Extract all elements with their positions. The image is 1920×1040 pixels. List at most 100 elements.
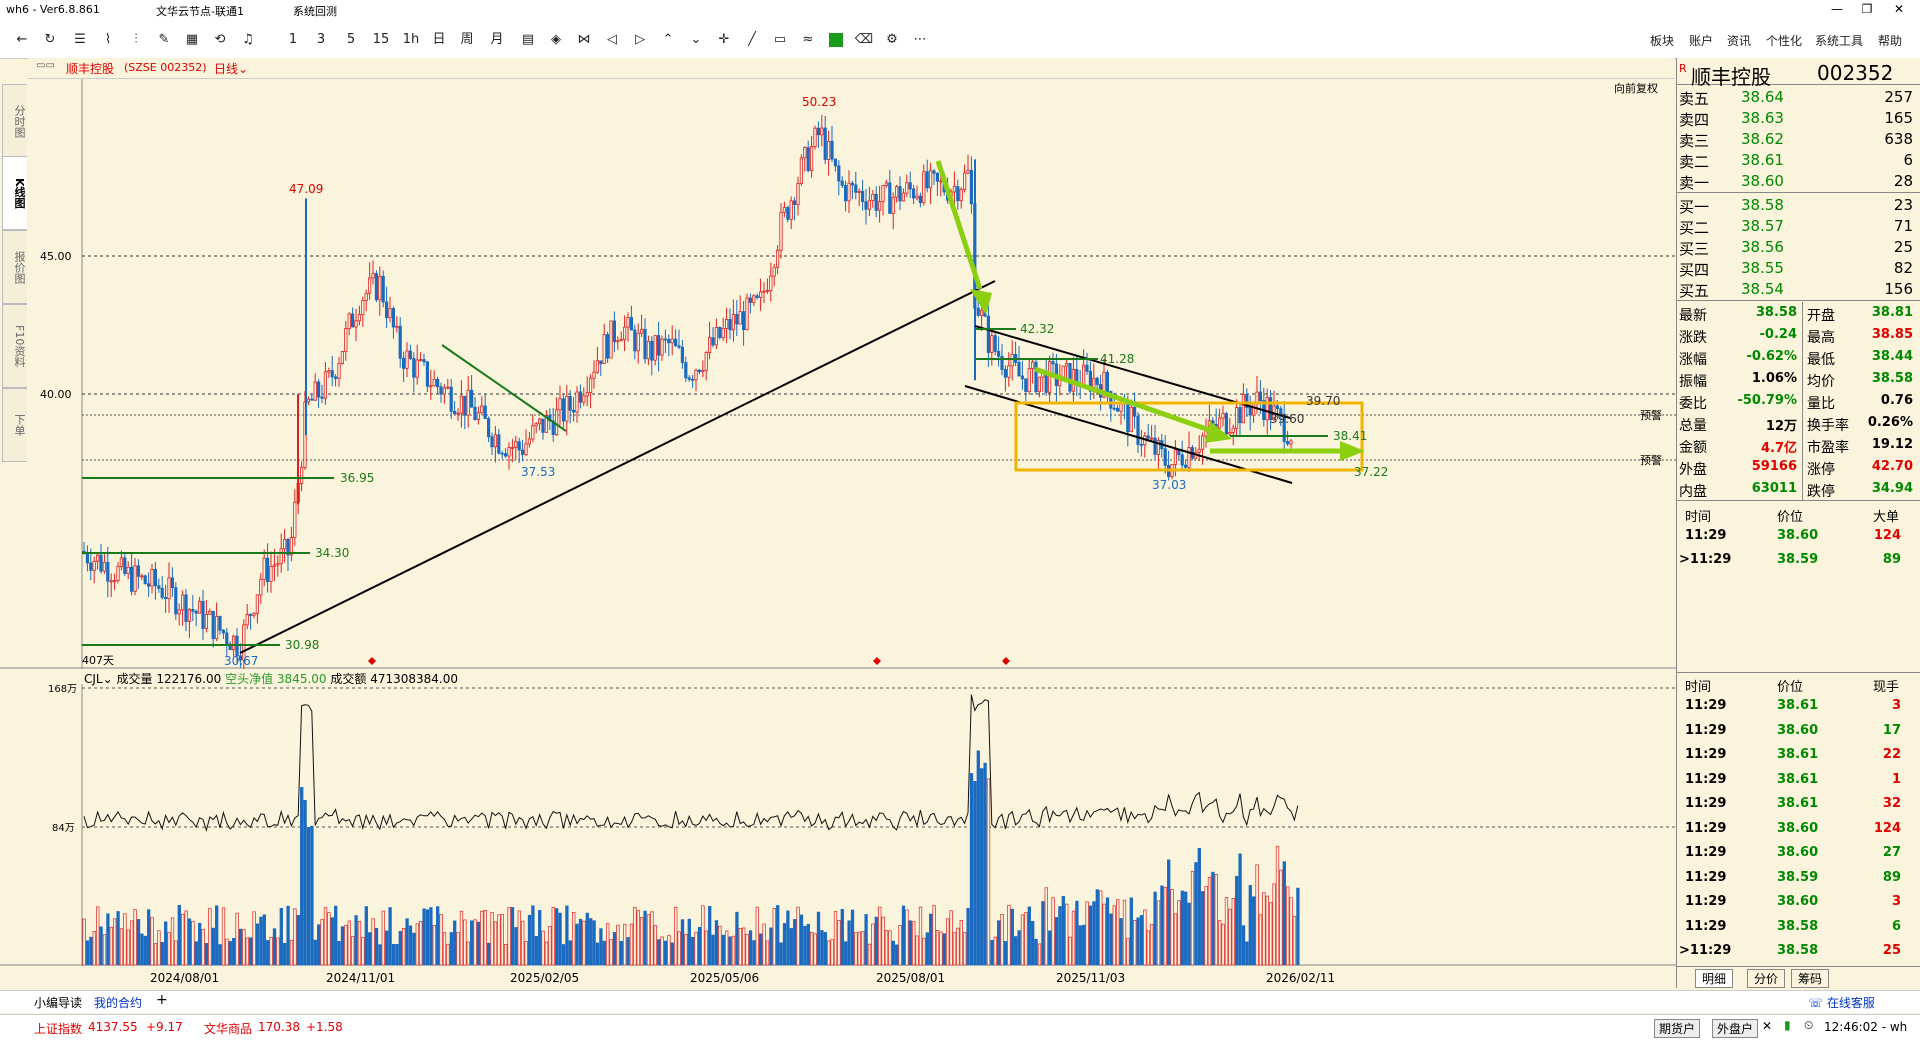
book-row[interactable]: 卖四 38.63 165 <box>1677 107 1920 129</box>
trade-row[interactable]: 11:29 38.60 17 <box>1677 719 1920 743</box>
trade-price: 38.59 <box>1777 869 1819 885</box>
draw-icon[interactable]: ✎ <box>158 32 170 47</box>
outer-account-button[interactable]: 外盘户 <box>1712 1019 1759 1038</box>
book-row[interactable]: 买四 38.55 82 <box>1677 257 1920 279</box>
right-arrow-icon[interactable]: ▷ <box>635 32 645 47</box>
tab-order[interactable]: 下单 <box>2 388 27 462</box>
kline-icon[interactable]: ⫶ <box>134 32 138 47</box>
server-node[interactable]: 文华云节点-联通1 <box>156 5 244 18</box>
bell-icon[interactable]: ♫ <box>242 32 254 47</box>
book-label: 买四 <box>1679 261 1710 279</box>
trade-row[interactable]: >11:29 38.58 25 <box>1677 939 1920 963</box>
eraser-icon[interactable]: ⌫ <box>854 32 874 47</box>
volume-chart[interactable]: 168万 84万 <box>0 684 1676 966</box>
table-icon[interactable]: ▦ <box>185 32 199 47</box>
menu-sector[interactable]: 板块 <box>1650 34 1675 48</box>
period-week[interactable]: 周 <box>460 32 474 47</box>
candle-body <box>714 326 719 346</box>
color-tool-icon[interactable] <box>826 30 846 50</box>
my-contract-tab[interactable]: 我的合约 <box>94 996 143 1010</box>
period-month[interactable]: 月 <box>490 32 504 47</box>
period-select[interactable]: 日线⌄ <box>214 60 248 77</box>
book-row[interactable]: 卖一 38.60 28 <box>1677 170 1920 192</box>
trade-row[interactable]: 11:29 38.60 27 <box>1677 841 1920 865</box>
book-row[interactable]: 卖二 38.61 6 <box>1677 149 1920 171</box>
close-button[interactable]: ✕ <box>1893 2 1905 16</box>
tab-quote[interactable]: 报价图 <box>2 230 27 304</box>
menu-help[interactable]: 帮助 <box>1878 34 1903 48</box>
line-chart-icon[interactable]: ⌇ <box>104 32 112 47</box>
online-service-link[interactable]: ☏ 在线客服 <box>1808 994 1875 1011</box>
add-tab-button[interactable]: + <box>156 992 168 1008</box>
menu-news[interactable]: 资讯 <box>1727 34 1752 48</box>
tab-detail[interactable]: 明细 <box>1695 969 1734 988</box>
index1-name[interactable]: 上证指数 <box>34 1022 83 1036</box>
menu-system-tools[interactable]: 系统工具 <box>1815 34 1864 48</box>
left-arrow-icon[interactable]: ◁ <box>607 32 617 47</box>
tab-chips[interactable]: 筹码 <box>1791 969 1830 988</box>
sync-icon[interactable]: ⟲ <box>214 32 226 47</box>
book-row[interactable]: 买三 38.56 25 <box>1677 236 1920 258</box>
menu-account[interactable]: 账户 <box>1689 34 1714 48</box>
tab-timeshare[interactable]: 分时图 <box>2 84 27 158</box>
back-icon[interactable]: ← <box>16 32 28 47</box>
period-3[interactable]: 3 <box>316 32 326 47</box>
line-tool-icon[interactable]: ╱ <box>748 32 756 47</box>
tab-price-dist[interactable]: 分价 <box>1747 969 1786 988</box>
candle-body <box>211 610 215 640</box>
tab-kline[interactable]: K线图 <box>2 156 27 230</box>
calendar-icon[interactable]: ▤ <box>521 32 535 47</box>
book-row[interactable]: 买一 38.58 23 <box>1677 194 1920 216</box>
menu-personalize[interactable]: 个性化 <box>1766 34 1803 48</box>
book-row[interactable]: 卖五 38.64 257 <box>1677 86 1920 108</box>
volume-bar <box>82 918 86 966</box>
index2-name[interactable]: 文华商品 <box>204 1022 253 1036</box>
up-icon[interactable]: ⌃ <box>662 32 674 47</box>
tick-list[interactable]: 11:29 38.61 3 11:29 38.60 17 11:29 38.61 22 11:29… <box>1677 694 1920 964</box>
book-row[interactable]: 卖三 38.62 638 <box>1677 128 1920 150</box>
period-5[interactable]: 5 <box>346 32 356 47</box>
trade-row[interactable]: 11:29 38.60 124 <box>1677 524 1920 548</box>
menu-system-test[interactable]: 系统回测 <box>293 5 337 18</box>
more-icon[interactable]: ⋯ <box>913 32 927 47</box>
restore-button[interactable]: ❐ <box>1861 2 1873 16</box>
trade-row[interactable]: 11:29 38.60 124 <box>1677 817 1920 841</box>
title-bar: wh6 - Ver6.8.861 文华云节点-联通1 系统回测 — ❐ ✕ <box>0 0 1920 23</box>
collapse-icon[interactable]: ▭▭ <box>36 60 55 71</box>
candle-body <box>813 127 817 147</box>
indicator-select[interactable]: CJL⌄ <box>84 672 113 686</box>
zoom-out-icon[interactable]: ⋈ <box>577 32 591 47</box>
trade-row[interactable]: 11:29 38.61 1 <box>1677 768 1920 792</box>
trade-row[interactable]: 11:29 38.59 89 <box>1677 866 1920 890</box>
close-small-icon[interactable]: ✕ <box>1762 1019 1773 1033</box>
down-icon[interactable]: ⌄ <box>690 32 702 47</box>
price-chart[interactable]: 45.00 40.00 预警 预警 50.23 47.09 37.53 30.6… <box>0 79 1676 669</box>
volume-bar <box>799 914 804 966</box>
guide-tab[interactable]: 小编导读 <box>34 996 83 1010</box>
book-row[interactable]: 买五 38.54 156 <box>1677 278 1920 300</box>
wave-tool-icon[interactable]: ≈ <box>802 32 814 47</box>
trade-row[interactable]: 11:29 38.60 3 <box>1677 890 1920 914</box>
trade-row[interactable]: >11:29 38.59 89 <box>1677 548 1920 572</box>
book-row[interactable]: 买二 38.57 71 <box>1677 215 1920 237</box>
crosshair-icon[interactable]: ✛ <box>718 32 730 47</box>
tab-f10[interactable]: F10资料 <box>2 304 27 388</box>
futures-account-button[interactable]: 期货户 <box>1654 1019 1701 1038</box>
period-day[interactable]: 日 <box>432 32 446 47</box>
stock-name[interactable]: 顺丰控股 <box>66 62 115 76</box>
period-15[interactable]: 15 <box>372 32 390 47</box>
list-icon[interactable]: ☰ <box>74 32 86 47</box>
adjust-label[interactable]: 向前复权 <box>1614 82 1658 95</box>
trade-row[interactable]: 11:29 38.61 32 <box>1677 792 1920 816</box>
trade-row[interactable]: 11:29 38.61 22 <box>1677 743 1920 767</box>
settings-icon[interactable]: ⚙ <box>886 32 898 47</box>
minimize-button[interactable]: — <box>1831 2 1843 16</box>
refresh-icon[interactable]: ↻ <box>44 32 56 47</box>
trade-row[interactable]: 11:29 38.61 3 <box>1677 694 1920 718</box>
trade-row[interactable]: 11:29 38.58 6 <box>1677 915 1920 939</box>
rect-tool-icon[interactable]: ▭ <box>773 32 787 47</box>
period-1h[interactable]: 1h <box>402 32 420 47</box>
zoom-in-icon[interactable]: ◈ <box>551 32 561 47</box>
candle-body <box>347 313 351 329</box>
period-1[interactable]: 1 <box>288 32 298 47</box>
